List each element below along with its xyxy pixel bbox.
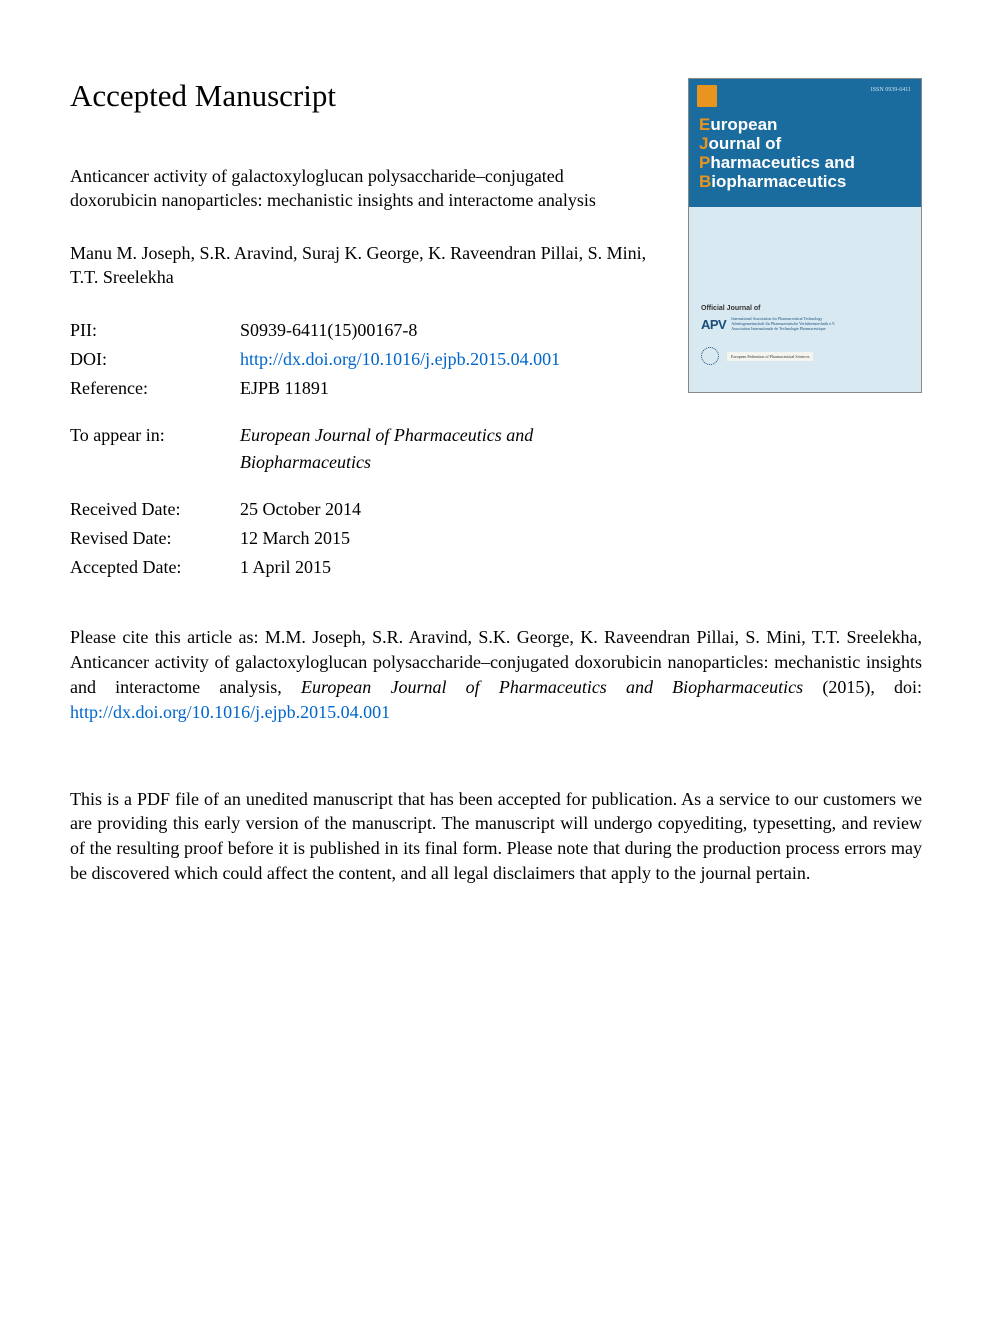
authors: Manu M. Joseph, S.R. Aravind, Suraj K. G… xyxy=(70,241,648,290)
title-cap: P xyxy=(699,153,710,172)
title-rest: uropean xyxy=(710,115,777,134)
apv-line: Association Internationale de Technologi… xyxy=(731,327,861,332)
meta-value: 1 April 2015 xyxy=(240,554,648,581)
meta-row-revised: Revised Date: 12 March 2015 xyxy=(70,525,648,552)
meta-label: PII: xyxy=(70,317,240,344)
article-title: Anticancer activity of galactoxyloglucan… xyxy=(70,164,648,213)
citation-doi-link[interactable]: http://dx.doi.org/10.1016/j.ejpb.2015.04… xyxy=(70,702,390,722)
cover-journal-title: European Journal of Pharmaceutics and Bi… xyxy=(689,113,921,199)
meta-row-pii: PII: S0939-6411(15)00167-8 xyxy=(70,317,648,344)
cover-eu-row: European Federation of Pharmaceutical Sc… xyxy=(701,347,909,365)
meta-row-appear: To appear in: European Journal of Pharma… xyxy=(70,422,648,476)
meta-row-accepted: Accepted Date: 1 April 2015 xyxy=(70,554,648,581)
elsevier-logo-icon xyxy=(697,85,717,107)
meta-value: EJPB 11891 xyxy=(240,375,648,402)
title-rest: iopharmaceutics xyxy=(711,172,846,191)
page-heading: Accepted Manuscript xyxy=(70,78,648,114)
meta-row-doi: DOI: http://dx.doi.org/10.1016/j.ejpb.20… xyxy=(70,346,648,373)
meta-value: 25 October 2014 xyxy=(240,496,648,523)
doi-link[interactable]: http://dx.doi.org/10.1016/j.ejpb.2015.04… xyxy=(240,346,648,373)
citation-paragraph: Please cite this article as: M.M. Joseph… xyxy=(70,625,922,724)
meta-label: Revised Date: xyxy=(70,525,240,552)
meta-row-received: Received Date: 25 October 2014 xyxy=(70,496,648,523)
eu-federation-text: European Federation of Pharmaceutical Sc… xyxy=(727,352,813,361)
apv-description: International Association for Pharmaceut… xyxy=(731,317,861,332)
cover-official-label: Official Journal of xyxy=(701,305,761,312)
left-column: Accepted Manuscript Anticancer activity … xyxy=(70,78,658,583)
apv-logo-icon: APV xyxy=(701,317,726,332)
meta-label: Received Date: xyxy=(70,496,240,523)
meta-row-reference: Reference: EJPB 11891 xyxy=(70,375,648,402)
disclaimer-paragraph: This is a PDF file of an unedited manusc… xyxy=(70,787,922,886)
title-rest: harmaceutics and xyxy=(710,153,855,172)
citation-year: (2015), doi: xyxy=(803,677,922,697)
meta-label: To appear in: xyxy=(70,422,240,476)
top-area: Accepted Manuscript Anticancer activity … xyxy=(70,78,922,583)
meta-value: 12 March 2015 xyxy=(240,525,648,552)
meta-label: Reference: xyxy=(70,375,240,402)
journal-cover: ISSN 0939-6411 European Journal of Pharm… xyxy=(688,78,922,393)
title-cap: E xyxy=(699,115,710,134)
title-cap: B xyxy=(699,172,711,191)
cover-topbar: ISSN 0939-6411 xyxy=(689,79,921,113)
metadata-table: PII: S0939-6411(15)00167-8 DOI: http://d… xyxy=(70,317,648,581)
eu-stars-icon xyxy=(701,347,719,365)
cover-apv-row: APV International Association for Pharma… xyxy=(701,317,909,332)
cover-body: Official Journal of APV International As… xyxy=(689,207,921,392)
cover-issn: ISSN 0939-6411 xyxy=(871,87,911,93)
title-rest: ournal of xyxy=(708,134,781,153)
citation-journal: European Journal of Pharmaceutics and Bi… xyxy=(301,677,803,697)
meta-label: Accepted Date: xyxy=(70,554,240,581)
meta-value: S0939-6411(15)00167-8 xyxy=(240,317,648,344)
meta-label: DOI: xyxy=(70,346,240,373)
meta-value: European Journal of Pharmaceutics and Bi… xyxy=(240,422,648,476)
